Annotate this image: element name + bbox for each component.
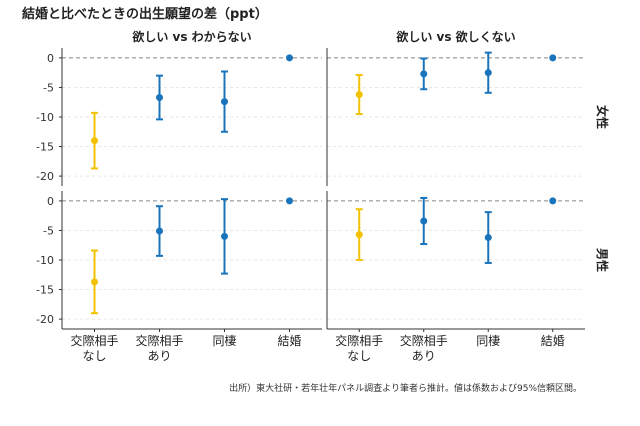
- x-tick-label-line: 結婚: [277, 334, 301, 348]
- estimate-point: [355, 91, 363, 99]
- y-tick-label: -10: [36, 254, 54, 267]
- x-tick-label-line: あり: [147, 349, 171, 363]
- source-note: 出所）東大社研・若年壮年パネル調査より筆者ら推計。値は係数および95%信頼区間。: [229, 382, 582, 394]
- y-tick-label: -20: [36, 170, 54, 183]
- estimate-point: [286, 197, 293, 205]
- estimate-point: [420, 70, 428, 78]
- x-tick-label: 交際相手なし: [70, 333, 118, 363]
- x-tick-label-line: なし: [347, 349, 371, 363]
- column-header-label: 欲しい vs 欲しくない: [395, 29, 515, 44]
- x-tick-label: 同棲: [212, 334, 236, 348]
- estimate-point: [549, 54, 557, 62]
- x-tick-label: 同棲: [476, 334, 500, 348]
- x-tick-label: 交際相手なし: [335, 333, 383, 363]
- x-tick-label-line: 交際相手: [335, 333, 383, 348]
- y-tick-label: -15: [36, 284, 54, 297]
- x-tick-label: 交際相手あり: [135, 333, 183, 363]
- x-tick-label-line: 同棲: [476, 334, 500, 348]
- estimate-point: [549, 197, 557, 205]
- estimate-point: [156, 94, 163, 101]
- estimate-point: [91, 137, 98, 145]
- estimate-point: [355, 231, 363, 239]
- estimate-point: [420, 217, 428, 225]
- y-tick-label: -15: [36, 141, 54, 154]
- y-tick-label: -20: [36, 313, 54, 326]
- y-tick-label: -5: [43, 224, 54, 237]
- y-tick-label: 0: [47, 52, 54, 65]
- estimate-point: [221, 98, 228, 106]
- x-tick-label-line: 交際相手: [70, 333, 118, 348]
- x-tick-label-line: 交際相手: [135, 333, 183, 348]
- row-header-label: 男性: [595, 248, 610, 272]
- x-tick-label: 結婚: [541, 334, 565, 348]
- x-tick-label: 結婚: [277, 334, 301, 348]
- estimate-point: [156, 227, 163, 235]
- y-tick-label: 0: [47, 195, 54, 208]
- chart-title: 結婚と比べたときの出生願望の差（ppt）: [22, 6, 268, 22]
- x-tick-label: 交際相手あり: [400, 333, 448, 363]
- row-header-label: 女性: [595, 105, 610, 129]
- estimate-point: [221, 232, 228, 240]
- x-tick-label-line: 結婚: [541, 334, 565, 348]
- estimate-point: [484, 234, 492, 242]
- x-tick-label-line: なし: [82, 349, 106, 363]
- x-tick-label-line: あり: [412, 349, 436, 363]
- estimate-point: [91, 278, 98, 286]
- estimate-point: [484, 69, 492, 77]
- x-tick-label-line: 同棲: [212, 334, 236, 348]
- y-tick-label: -5: [43, 81, 54, 94]
- y-tick-label: -10: [36, 111, 54, 124]
- estimate-point: [286, 54, 293, 62]
- column-header-label: 欲しい vs わからない: [131, 29, 251, 44]
- x-tick-label-line: 交際相手: [400, 333, 448, 348]
